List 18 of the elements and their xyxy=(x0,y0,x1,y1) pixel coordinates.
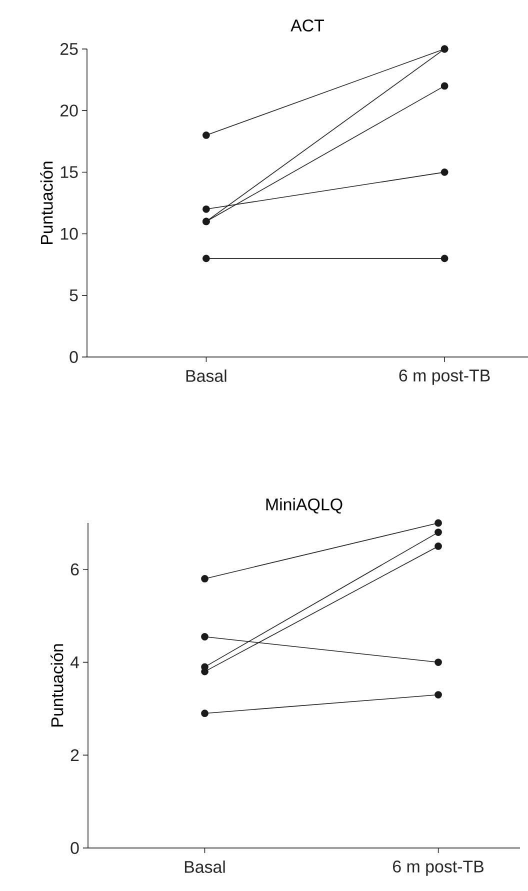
y-tick-label: 15 xyxy=(60,166,78,178)
y-axis-title: Puntuación xyxy=(50,644,64,726)
chart-title: MiniAQLQ xyxy=(266,498,342,514)
y-tick-label: 10 xyxy=(60,228,78,240)
x-tick-label: 6 m post-TB xyxy=(399,370,490,385)
y-tick-label: 0 xyxy=(70,350,78,363)
y-tick-label: 2 xyxy=(70,749,79,762)
y-axis-title: Puntuación xyxy=(40,162,53,244)
x-tick-label: Basal xyxy=(184,860,225,873)
x-tick-label: Basal xyxy=(186,370,226,382)
y-tick-label: 0 xyxy=(70,842,79,854)
chart-title: ACT xyxy=(290,20,324,32)
y-tick-label: 5 xyxy=(70,289,78,302)
y-tick-label: 20 xyxy=(60,104,78,117)
y-tick-label: 4 xyxy=(70,656,79,668)
x-tick-label: 6 m post-TB xyxy=(393,860,484,876)
y-tick-label: 6 xyxy=(70,563,79,576)
y-tick-label: 25 xyxy=(60,42,78,55)
